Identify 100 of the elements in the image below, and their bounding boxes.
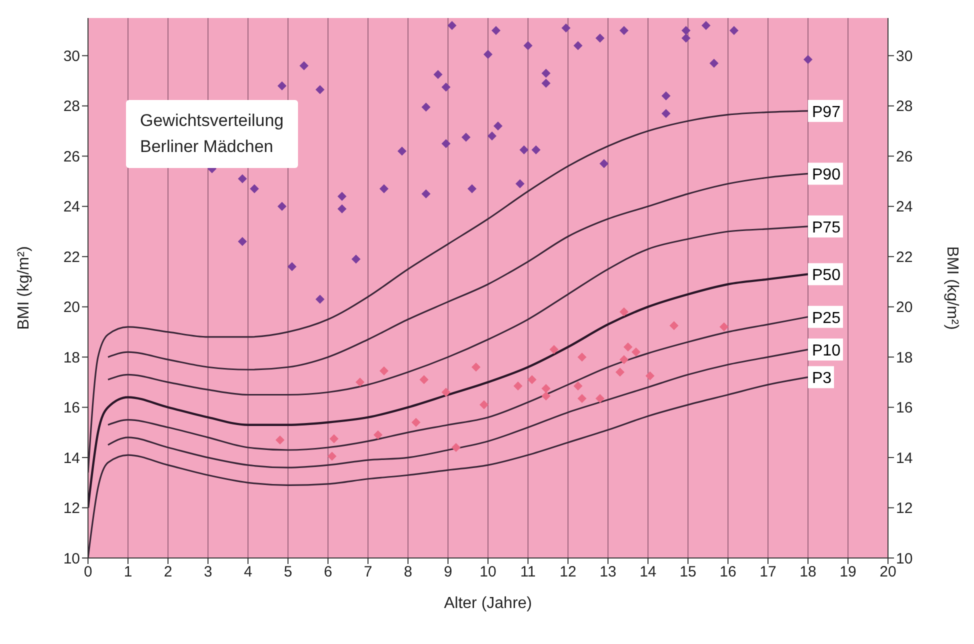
point — [528, 375, 536, 384]
x-tick-label: 2 — [164, 564, 172, 581]
point — [620, 26, 628, 36]
point — [238, 237, 247, 246]
point — [338, 204, 346, 214]
x-tick-label: 12 — [560, 564, 576, 581]
point — [422, 102, 430, 112]
point — [316, 294, 324, 304]
x-tick-label: 7 — [364, 564, 372, 581]
y-tick-label: 24 — [63, 198, 80, 216]
point — [600, 159, 608, 168]
y-tick-label: 28 — [63, 98, 80, 116]
point — [398, 146, 406, 156]
y2-tick-label: 22 — [896, 248, 913, 266]
point — [532, 145, 540, 154]
x-tick-label: 10 — [480, 564, 496, 581]
point — [338, 192, 346, 201]
point — [472, 362, 480, 372]
point — [682, 34, 690, 43]
point — [578, 394, 586, 404]
y-axis-title: BMI (kg/m²) — [16, 246, 33, 330]
y2-axis-title: BMI (kg/m²) — [943, 246, 960, 330]
point — [238, 174, 247, 184]
point — [278, 81, 286, 90]
point — [448, 21, 456, 30]
x-tick-label: 1 — [124, 564, 132, 581]
point — [702, 21, 710, 30]
point — [616, 368, 624, 377]
point — [574, 381, 582, 390]
x-tick-label: 19 — [840, 564, 856, 581]
series-label: P97 — [812, 104, 841, 121]
point — [380, 366, 388, 376]
x-tick-label: 0 — [84, 564, 92, 581]
x-tick-label: 17 — [760, 564, 776, 581]
y2-tick-label: 10 — [896, 550, 913, 568]
point — [574, 41, 582, 50]
series-label: P50 — [812, 267, 841, 284]
point — [374, 430, 382, 440]
x-tick-label: 15 — [680, 564, 696, 581]
series-label: P25 — [812, 310, 841, 327]
point — [710, 58, 718, 68]
point — [468, 184, 476, 194]
point — [352, 254, 360, 264]
x-axis-title: Alter (Jahre) — [444, 595, 532, 612]
point — [434, 70, 442, 80]
x-tick-label: 11 — [520, 564, 536, 581]
y2-tick-label: 20 — [896, 299, 913, 316]
x-tick-label: 14 — [640, 564, 656, 581]
text: Gewichtsverteilung Berliner Mädchen — [140, 110, 284, 158]
point — [492, 26, 500, 36]
point — [452, 442, 460, 452]
point — [596, 34, 604, 43]
y-tick-label: 14 — [63, 450, 80, 467]
x-tick-label: 8 — [404, 564, 412, 581]
point — [494, 122, 502, 130]
point — [662, 108, 670, 118]
point — [542, 384, 550, 393]
point — [646, 371, 654, 380]
point — [632, 348, 640, 357]
point — [620, 307, 628, 316]
point — [356, 378, 364, 387]
y2-tick-label: 18 — [896, 349, 913, 366]
x-tick-label: 18 — [800, 564, 816, 581]
point — [328, 452, 336, 461]
point — [662, 91, 670, 100]
x-tick-label: 4 — [244, 564, 252, 581]
point — [524, 41, 532, 50]
y2-tick-label: 16 — [896, 400, 913, 417]
x-tick-label: 5 — [284, 564, 292, 581]
y2-tick-label: 28 — [896, 98, 913, 116]
point — [300, 61, 308, 70]
point — [682, 26, 690, 36]
point — [276, 435, 284, 444]
point — [488, 132, 496, 141]
y2-tick-label: 26 — [896, 148, 913, 166]
point — [670, 321, 678, 330]
point — [422, 189, 430, 198]
y-tick-label: 16 — [63, 400, 80, 417]
point — [462, 132, 470, 142]
series-label: P10 — [812, 342, 841, 360]
point — [442, 388, 450, 397]
y-tick-label: 30 — [63, 48, 80, 65]
point — [420, 375, 428, 384]
point — [620, 355, 628, 364]
point — [514, 381, 522, 390]
point — [542, 78, 550, 88]
x-tick-label: 13 — [600, 564, 616, 581]
y2-tick-label: 12 — [896, 500, 913, 518]
point — [330, 434, 338, 444]
x-tick-label: 9 — [444, 564, 452, 581]
series-label: P3 — [812, 370, 832, 388]
point — [520, 145, 528, 154]
y-tick-label: 20 — [63, 299, 80, 316]
point — [442, 82, 450, 92]
point — [804, 54, 812, 64]
point — [578, 352, 586, 362]
y-tick-label: 22 — [63, 248, 80, 266]
y-tick-label: 26 — [63, 148, 80, 166]
point — [720, 322, 728, 332]
x-tick-label: 16 — [720, 564, 736, 581]
